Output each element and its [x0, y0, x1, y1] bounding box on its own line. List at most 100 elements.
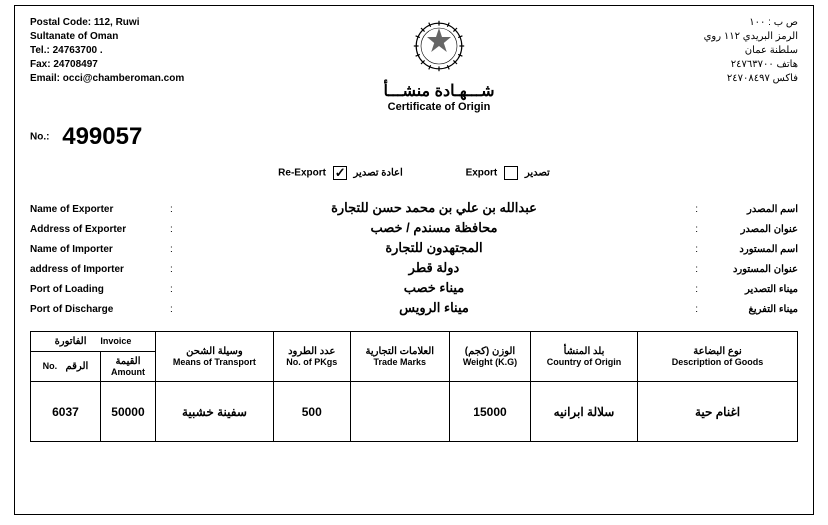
th-invoice: الفاتورة Invoice — [31, 332, 156, 352]
th-origin-en: Country of Origin — [535, 357, 633, 367]
label-en: Address of Exporter — [30, 224, 170, 235]
cert-no-label: No.: — [30, 132, 49, 143]
colon: : — [170, 304, 185, 315]
th-invoice-ar: الفاتورة — [55, 336, 87, 347]
title-arabic: شـــهـادة منشـــأ — [339, 81, 539, 101]
label-ar: عنوان المصدر — [698, 224, 798, 235]
th-desc-en: Description of Goods — [642, 357, 793, 367]
cert-no-value: 499057 — [62, 123, 142, 150]
label-en: Name of Exporter — [30, 204, 170, 215]
th-weight-ar: الوزن (كجم) — [454, 346, 526, 357]
cell-pkgs: 500 — [273, 382, 350, 442]
th-amount-ar: القيمة — [105, 356, 151, 367]
label-ar: ميناء التصدير — [698, 284, 798, 295]
th-pkgs-en: No. of PKgs — [278, 357, 346, 367]
header: Postal Code: 112, Ruwi Sultanate of Oman… — [30, 16, 798, 113]
postal-code: Postal Code: 112, Ruwi — [30, 16, 230, 30]
th-origin: بلد المنشأ Country of Origin — [531, 332, 638, 382]
export-checkbox — [504, 166, 518, 180]
reexport-checkbox — [333, 166, 347, 180]
export-type-row: Re-Export اعادة تصدير Export تصدير — [30, 166, 798, 180]
header-center: شـــهـادة منشـــأ Certificate of Origin — [339, 16, 539, 113]
th-means-ar: وسيلة الشحن — [160, 346, 269, 357]
export-option: Export تصدير — [466, 166, 550, 180]
label-ar: ميناء التفريغ — [698, 304, 798, 315]
th-pkgs-ar: عدد الطرود — [278, 346, 346, 357]
info-section: Name of Exporter : عبدالله بن علي بن محم… — [30, 200, 798, 316]
reexport-label-en: Re-Export — [278, 168, 326, 179]
colon: : — [170, 284, 185, 295]
colon-ar: : — [683, 244, 698, 255]
colon-ar: : — [683, 304, 698, 315]
cell-desc: اغنام حية — [638, 382, 798, 442]
colon-ar: : — [683, 204, 698, 215]
th-amount-en: Amount — [105, 367, 151, 377]
certificate-page: Postal Code: 112, Ruwi Sultanate of Oman… — [14, 5, 814, 515]
colon-ar: : — [683, 284, 698, 295]
th-no-en: No. — [43, 361, 58, 371]
th-no: No. الرقم — [31, 352, 101, 382]
cell-no: 6037 — [31, 382, 101, 442]
cell-marks — [350, 382, 449, 442]
th-no-ar: الرقم — [66, 361, 89, 372]
value: عبدالله بن علي بن محمد حسن للتجارة — [185, 200, 683, 216]
cell-means: سفينة خشبية — [156, 382, 274, 442]
certificate-number: No.: 499057 — [30, 123, 798, 151]
issuer-contact-left: Postal Code: 112, Ruwi Sultanate of Oman… — [30, 16, 230, 86]
th-desc-ar: نوع البضاعة — [642, 346, 793, 357]
th-weight-en: Weight (K.G) — [454, 357, 526, 367]
colon: : — [170, 244, 185, 255]
colon: : — [170, 204, 185, 215]
ar-line5: فاكس ٢٤٧٠٨٤٩٧ — [648, 72, 798, 86]
port-loading-row: Port of Loading : ميناء خصب : ميناء التص… — [30, 280, 798, 296]
label-en: address of Importer — [30, 264, 170, 275]
value: ميناء خصب — [185, 280, 683, 296]
value: ميناء الرويس — [185, 300, 683, 316]
th-marks-en: Trade Marks — [355, 357, 445, 367]
tel: Tel.: 24763700 . — [30, 44, 230, 58]
export-label-ar: تصدير — [525, 168, 550, 179]
table-row: 6037 50000 سفينة خشبية 500 15000 سلالة ا… — [31, 382, 798, 442]
colon: : — [170, 264, 185, 275]
colon: : — [170, 224, 185, 235]
exporter-name-row: Name of Exporter : عبدالله بن علي بن محم… — [30, 200, 798, 216]
th-invoice-en: Invoice — [100, 336, 131, 346]
fax: Fax: 24708497 — [30, 58, 230, 72]
reexport-label-ar: اعادة تصدير — [354, 168, 403, 179]
cell-weight: 15000 — [449, 382, 530, 442]
reexport-option: Re-Export اعادة تصدير — [278, 166, 403, 180]
issuer-contact-right: ص ب : ١٠٠ الرمز البريدي ١١٢ روي سلطنة عم… — [648, 16, 798, 86]
label-ar: اسم المصدر — [698, 204, 798, 215]
seal-icon — [409, 16, 469, 76]
goods-table: الفاتورة Invoice وسيلة الشحن Means of Tr… — [30, 331, 798, 442]
value: دولة قطر — [185, 260, 683, 276]
port-discharge-row: Port of Discharge : ميناء الرويس : ميناء… — [30, 300, 798, 316]
th-origin-ar: بلد المنشأ — [535, 346, 633, 357]
cell-amount: 50000 — [100, 382, 155, 442]
label-ar: اسم المستورد — [698, 244, 798, 255]
label-en: Port of Discharge — [30, 304, 170, 315]
th-marks-ar: العلامات التجارية — [355, 346, 445, 357]
th-means: وسيلة الشحن Means of Transport — [156, 332, 274, 382]
ar-line2: الرمز البريدي ١١٢ روي — [648, 30, 798, 44]
email: Email: occi@chamberoman.com — [30, 72, 230, 86]
th-pkgs: عدد الطرود No. of PKgs — [273, 332, 350, 382]
export-label-en: Export — [466, 168, 498, 179]
value: محافظة مسندم / خصب — [185, 220, 683, 236]
label-en: Port of Loading — [30, 284, 170, 295]
importer-name-row: Name of Importer : المجتهدون للتجارة : ا… — [30, 240, 798, 256]
th-amount: القيمة Amount — [100, 352, 155, 382]
th-means-en: Means of Transport — [160, 357, 269, 367]
label-en: Name of Importer — [30, 244, 170, 255]
country: Sultanate of Oman — [30, 30, 230, 44]
title-english: Certificate of Origin — [339, 101, 539, 113]
colon-ar: : — [683, 224, 698, 235]
th-marks: العلامات التجارية Trade Marks — [350, 332, 449, 382]
ar-line4: هاتف ٢٤٧٦٣٧٠٠ — [648, 58, 798, 72]
th-weight: الوزن (كجم) Weight (K.G) — [449, 332, 530, 382]
th-desc: نوع البضاعة Description of Goods — [638, 332, 798, 382]
exporter-address-row: Address of Exporter : محافظة مسندم / خصب… — [30, 220, 798, 236]
ar-line3: سلطنة عمان — [648, 44, 798, 58]
cell-origin: سلالة ابرانيه — [531, 382, 638, 442]
ar-line1: ص ب : ١٠٠ — [648, 16, 798, 30]
